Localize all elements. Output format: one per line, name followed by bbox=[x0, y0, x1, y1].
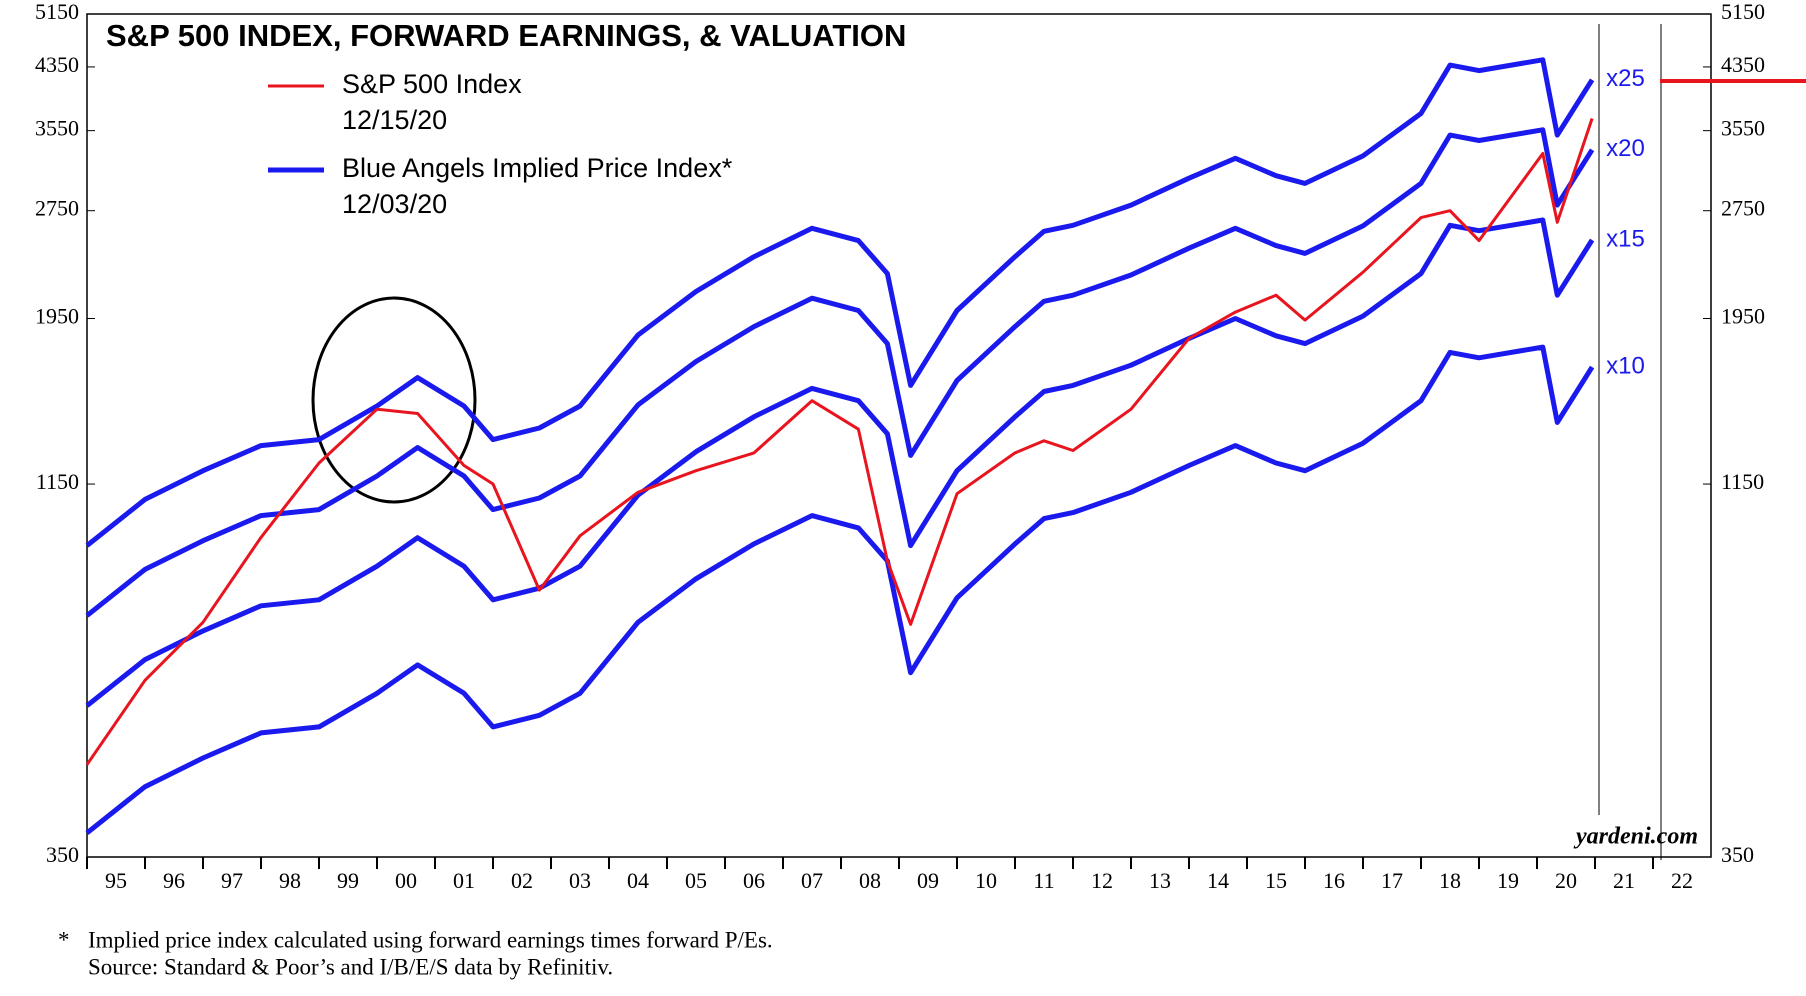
x-tick-label: 03 bbox=[569, 868, 591, 893]
y-tick-label: 5150 bbox=[35, 0, 79, 24]
x-tick-label: 22 bbox=[1671, 868, 1693, 893]
x-tick-label: 00 bbox=[395, 868, 417, 893]
y2-tick-label: 5150 bbox=[1721, 0, 1765, 24]
y2-tick-label: 4350 bbox=[1721, 52, 1765, 77]
x-tick-label: 01 bbox=[453, 868, 475, 893]
source-note: Source: Standard & Poor’s and I/B/E/S da… bbox=[88, 954, 613, 979]
x-tick-label: 07 bbox=[801, 868, 823, 893]
x-tick-label: 98 bbox=[279, 868, 301, 893]
index-line bbox=[85, 118, 1594, 766]
x-tick-label: 95 bbox=[105, 868, 127, 893]
series-label: x20 bbox=[1606, 135, 1645, 162]
x-tick-label: 11 bbox=[1033, 868, 1054, 893]
x-tick-label: 06 bbox=[743, 868, 765, 893]
legend-label: Blue Angels Implied Price Index* bbox=[342, 153, 733, 183]
x-tick-label: 96 bbox=[163, 868, 185, 893]
series-label: x25 bbox=[1606, 65, 1645, 92]
x-tick-label: 08 bbox=[859, 868, 881, 893]
highlight-circle bbox=[311, 296, 477, 504]
y-tick-label: 2750 bbox=[35, 196, 79, 221]
x-tick-label: 13 bbox=[1149, 868, 1171, 893]
footnote: Implied price index calculated using for… bbox=[88, 927, 773, 952]
y-tick-label: 4350 bbox=[35, 52, 79, 77]
legend-label: S&P 500 Index bbox=[342, 69, 522, 99]
y2-tick-label: 1950 bbox=[1721, 304, 1765, 329]
x-tick-label: 14 bbox=[1207, 868, 1229, 893]
x-tick-label: 09 bbox=[917, 868, 939, 893]
y-tick-label: 1150 bbox=[36, 469, 79, 494]
x-tick-label: 16 bbox=[1323, 868, 1345, 893]
legend-date: 12/15/20 bbox=[342, 105, 447, 135]
y-tick-label: 3550 bbox=[35, 116, 79, 141]
x-tick-label: 10 bbox=[975, 868, 997, 893]
series-label: x10 bbox=[1606, 352, 1645, 379]
y-tick-label: 1950 bbox=[35, 304, 79, 329]
x-tick-label: 15 bbox=[1265, 868, 1287, 893]
x-tick-label: 99 bbox=[337, 868, 359, 893]
y2-tick-label: 3550 bbox=[1721, 116, 1765, 141]
legend: S&P 500 Index 12/15/20 Blue Angels Implied… bbox=[268, 69, 733, 219]
implied-line bbox=[85, 217, 1595, 708]
series-label: x15 bbox=[1606, 225, 1645, 252]
x-tick-label: 19 bbox=[1497, 868, 1519, 893]
y2-tick-label: 1150 bbox=[1721, 469, 1764, 494]
implied-line bbox=[85, 127, 1595, 618]
x-tick-label: 02 bbox=[511, 868, 533, 893]
x-tick-label: 12 bbox=[1091, 868, 1113, 893]
y2-tick-label: 350 bbox=[1721, 842, 1754, 867]
legend-date: 12/03/20 bbox=[342, 189, 447, 219]
implied-line bbox=[85, 57, 1595, 548]
x-tick-label: 17 bbox=[1381, 868, 1403, 893]
footnote-marker: * bbox=[58, 927, 70, 952]
y2-tick-label: 2750 bbox=[1721, 196, 1765, 221]
x-tick-label: 04 bbox=[627, 868, 649, 893]
x-tick-label: 20 bbox=[1555, 868, 1577, 893]
chart-title: S&P 500 INDEX, FORWARD EARNINGS, & VALUA… bbox=[106, 18, 906, 53]
x-tick-label: 18 bbox=[1439, 868, 1461, 893]
x-tick-label: 05 bbox=[685, 868, 707, 893]
implied-line bbox=[85, 344, 1595, 835]
x-tick-label: 21 bbox=[1613, 868, 1635, 893]
watermark: yardeni.com bbox=[1573, 824, 1698, 850]
x-tick-label: 97 bbox=[221, 868, 243, 893]
y-tick-label: 350 bbox=[46, 842, 79, 867]
